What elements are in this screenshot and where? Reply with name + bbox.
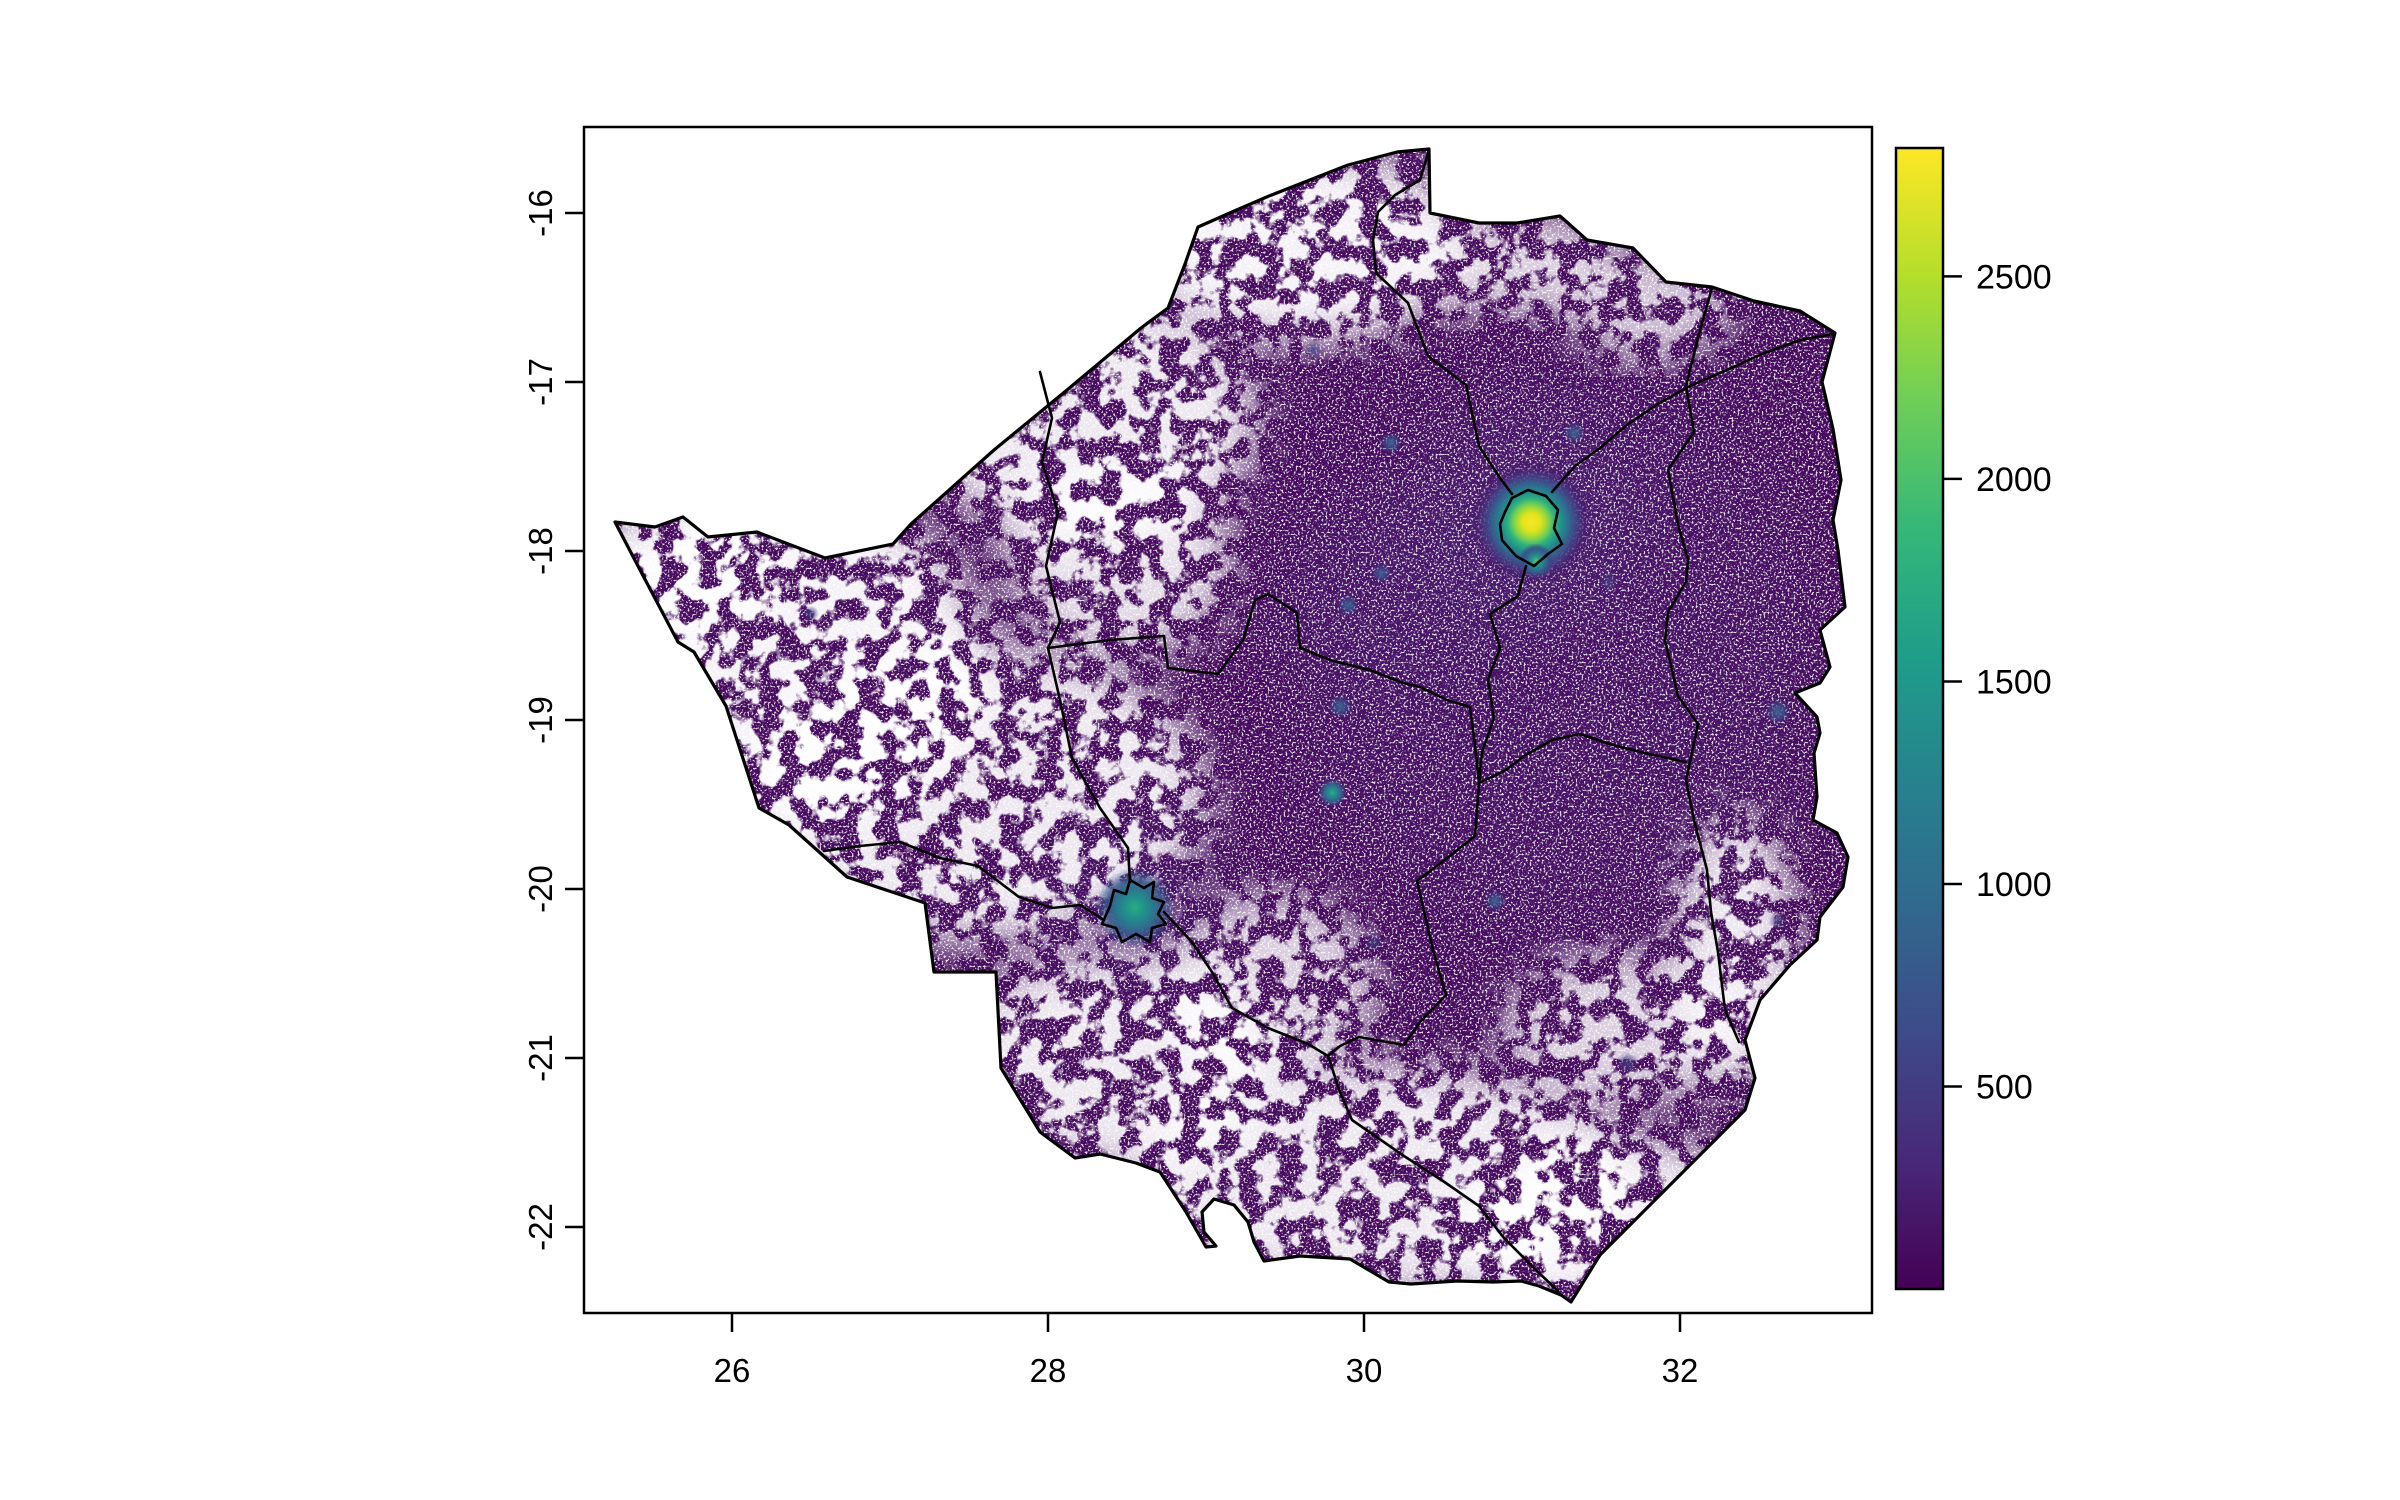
hotspot-glow [1768,912,1787,931]
x-axis: 26 28 30 32 [714,1313,1699,1389]
y-axis-tick-label: -18 [522,527,559,575]
hotspot-glow [1371,562,1392,583]
hotspot-glow [1764,698,1791,725]
map-raster-area [615,149,1848,1302]
hotspot-glow [803,605,819,622]
colorbar: 500 1000 1500 2000 2500 [1894,146,2052,1291]
x-axis-tick-label: 30 [1346,1352,1383,1389]
colorbar-tick-label: 1000 [1976,866,2052,904]
province-border-line [1371,148,1514,496]
province-border-line [1550,332,1835,494]
province-border-line [1326,781,1481,1058]
y-axis-tick-label: -20 [522,865,559,913]
province-border-harare-ring [1498,488,1564,568]
province-border-line [1162,910,1560,1293]
province-border-line [1046,646,1132,884]
hotspot-glow [1318,778,1347,807]
province-border-line [1663,286,1741,1044]
colorbar-tick-label: 2500 [1976,258,2052,296]
hotspot-glow [1337,594,1360,617]
colorbar-tick-label: 1500 [1976,663,2052,701]
y-axis: -16 -17 -18 -19 -20 -21 -22 [522,189,584,1251]
province-border-bulawayo-ring [1100,878,1168,944]
hotspot-glow [1616,1052,1639,1075]
hotspot-glow [1484,889,1507,912]
province-border-line [822,840,1106,922]
hotspot-glow [1328,694,1353,719]
hotspot-glows [803,340,1791,1075]
colorbar-bar [1894,146,1945,1291]
country-outline [613,147,1850,1304]
colorbar-tick-label: 500 [1976,1068,2033,1106]
province-borders [822,148,1835,1293]
colorbar-tick-label: 2000 [1976,461,2052,499]
y-axis-tick-label: -21 [522,1034,559,1082]
y-axis-tick-label: -22 [522,1203,559,1251]
raster-speckle-overlay [615,149,1848,1302]
hotspot-glow [1379,431,1402,454]
x-axis-tick-label: 28 [1030,1352,1067,1389]
x-axis-tick-label: 32 [1662,1352,1699,1389]
hotspot-glow [1364,934,1383,953]
y-axis-tick-label: -19 [522,696,559,744]
hotspot-glow [1469,460,1594,585]
province-border-line [1038,370,1062,650]
hotspot-glow [1518,543,1555,580]
hotspot-glow [1563,421,1586,444]
x-axis-tick-label: 26 [714,1352,751,1389]
hotspot-glow [1598,571,1619,592]
y-axis-tick-label: -17 [522,358,559,406]
province-border-line [1477,564,1688,785]
province-border-line [1046,592,1481,785]
y-axis-tick-label: -16 [522,189,559,237]
hotspot-glow [1304,340,1323,359]
